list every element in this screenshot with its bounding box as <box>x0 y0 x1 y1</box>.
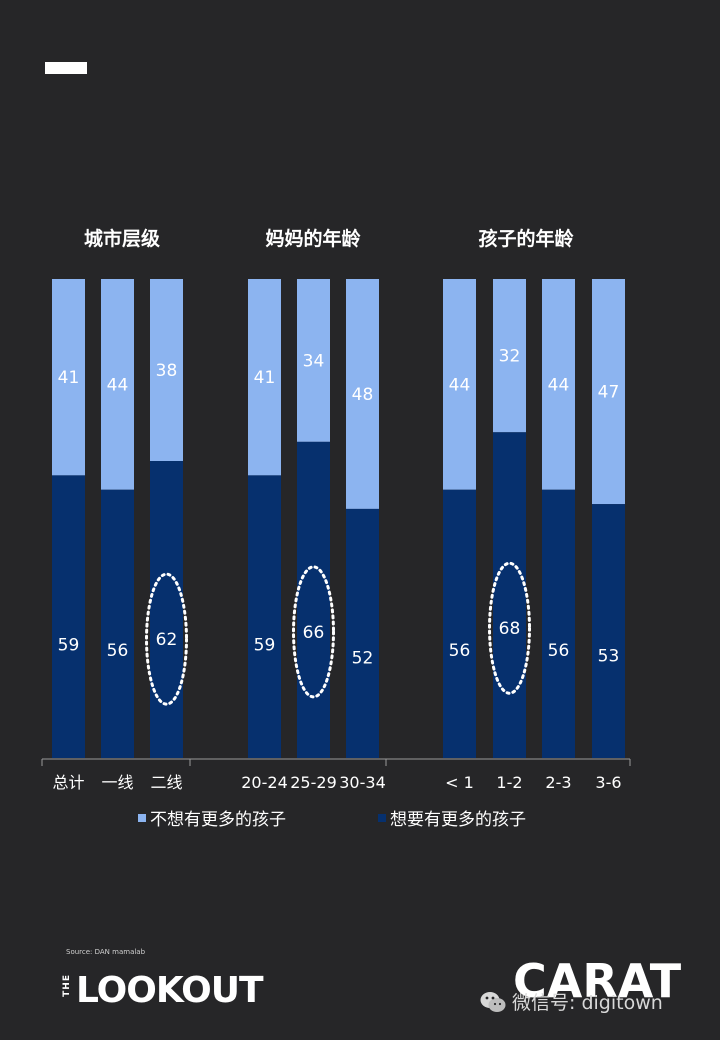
highlight-circle-2 <box>292 565 335 699</box>
label-want-2-2: 66 <box>303 623 325 643</box>
label-not-want-1-1: 41 <box>58 368 80 388</box>
bar-want-3-2 <box>493 432 526 758</box>
bar-not-want-2-1 <box>248 279 281 476</box>
bar-not-want-2-3 <box>346 279 379 509</box>
label-want-3-3: 56 <box>548 641 570 661</box>
label-not-want-2-1: 41 <box>254 368 276 388</box>
label-want-3-4: 53 <box>598 647 620 667</box>
group-title-3: 孩子的年龄 <box>478 227 574 250</box>
top-bar-decoration <box>45 62 87 74</box>
label-not-want-3-2: 32 <box>499 347 521 367</box>
bar-want-3-1 <box>443 489 476 758</box>
bar-not-want-3-3 <box>542 279 575 490</box>
bar-not-want-1-2 <box>101 279 134 490</box>
carat-logo: CARAT <box>513 954 682 1008</box>
label-want-2-1: 59 <box>254 636 276 656</box>
legend-swatch-1 <box>138 814 146 822</box>
bar-not-want-3-2 <box>493 279 526 433</box>
logo-lookout-text: LOOKOUT <box>76 970 264 1011</box>
source-note: Source: DAN mamalab <box>66 948 146 956</box>
label-not-want-1-2: 44 <box>107 375 129 395</box>
label-want-2-3: 52 <box>352 648 374 668</box>
label-want-1-3: 62 <box>156 630 178 650</box>
label-not-want-2-2: 34 <box>303 351 325 371</box>
category-label-2-1: 20-24 <box>241 773 288 792</box>
label-not-want-1-3: 38 <box>156 361 178 381</box>
bar-want-1-3 <box>150 461 183 758</box>
legend-label-2: 想要有更多的孩子 <box>390 810 526 830</box>
label-want-3-2: 68 <box>499 619 521 639</box>
stacked-bar-chart: 城市层级 41 59 总计 44 56 一线 38 62 二线 妈妈的年龄 41 59 20-24 34 66… <box>41 227 631 830</box>
wechat-watermark-text: 微信号: digitown <box>512 992 663 1014</box>
label-want-3-1: 56 <box>449 641 471 661</box>
label-not-want-3-4: 47 <box>598 383 620 403</box>
bar-want-3-3 <box>542 489 575 758</box>
bar-not-want-3-4 <box>592 279 625 505</box>
label-want-1-1: 59 <box>58 636 80 656</box>
category-label-3-1: < 1 <box>445 773 474 792</box>
legend-swatch-2 <box>378 814 386 822</box>
bar-want-3-4 <box>592 504 625 758</box>
bar-want-1-1 <box>52 475 85 758</box>
category-label-2-3: 30-34 <box>339 773 386 792</box>
label-not-want-2-3: 48 <box>352 385 374 405</box>
bar-not-want-1-3 <box>150 279 183 462</box>
wechat-icon <box>480 991 506 1012</box>
bar-not-want-2-2 <box>297 279 330 442</box>
legend-label-1: 不想有更多的孩子 <box>150 810 286 830</box>
label-want-1-2: 56 <box>107 641 129 661</box>
group-title-2: 妈妈的年龄 <box>265 227 361 250</box>
category-label-1-3: 二线 <box>150 773 182 792</box>
highlight-circle-1 <box>145 572 188 706</box>
category-label-2-2: 25-29 <box>290 773 337 792</box>
category-label-1-2: 一线 <box>101 773 133 792</box>
label-not-want-3-3: 44 <box>548 375 570 395</box>
label-not-want-3-1: 44 <box>449 375 471 395</box>
bar-want-1-2 <box>101 489 134 758</box>
group-title-1: 城市层级 <box>84 227 160 250</box>
bar-want-2-3 <box>346 508 379 758</box>
bar-not-want-3-1 <box>443 279 476 490</box>
category-label-1-1: 总计 <box>52 773 84 792</box>
wechat-watermark: 微信号: digitown <box>480 988 663 1015</box>
bar-not-want-1-1 <box>52 279 85 476</box>
logo-the-text: THE <box>62 974 72 997</box>
category-label-3-4: 3-6 <box>595 773 621 792</box>
bar-want-2-1 <box>248 475 281 758</box>
highlight-circle-3 <box>488 561 531 695</box>
bar-want-2-2 <box>297 441 330 758</box>
category-label-3-3: 2-3 <box>545 773 571 792</box>
category-label-3-2: 1-2 <box>496 773 522 792</box>
